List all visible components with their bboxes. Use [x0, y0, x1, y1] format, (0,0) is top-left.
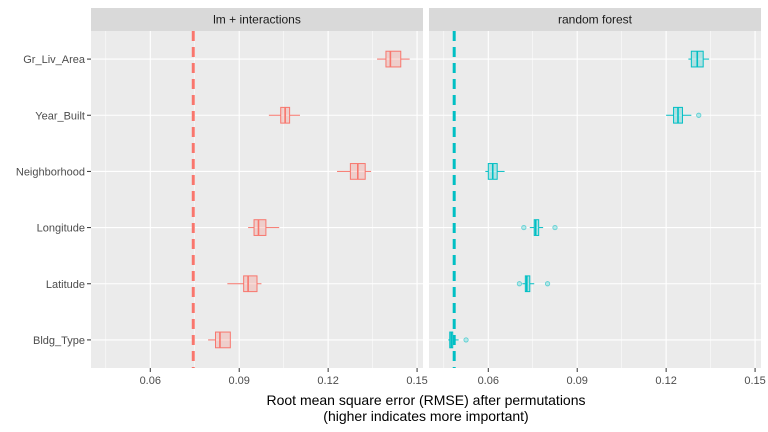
- outlier-point: [516, 281, 523, 287]
- y-axis-labels: Gr_Liv_Area Year_Built Neighborhood Longitu…: [16, 54, 91, 347]
- y-tick-label: Gr_Liv_Area: [23, 54, 86, 66]
- x-tick-label: 0.12: [317, 375, 338, 387]
- iqr-box: [215, 331, 231, 349]
- box-neighborhood: [485, 163, 505, 180]
- iqr-box: [385, 50, 402, 68]
- box-gr-liv-area: [377, 50, 410, 68]
- box-latitude: [516, 275, 551, 293]
- x-tick-label: 0.06: [140, 375, 161, 387]
- iqr-box: [243, 275, 258, 293]
- x-axis-title: Root mean square error (RMSE) after perm…: [266, 392, 585, 408]
- y-tick-label: Longitude: [37, 223, 85, 235]
- box-latitude: [227, 275, 262, 293]
- y-tick-label: Bldg_Type: [33, 335, 85, 347]
- iqr-box: [253, 219, 267, 236]
- panel-background: [91, 31, 423, 368]
- x-tick-label: 0.09: [567, 375, 588, 387]
- x-tick-label: 0.09: [229, 375, 250, 387]
- panel-background: [429, 31, 761, 368]
- facet-strip: [91, 8, 423, 31]
- box-longitude: [248, 219, 280, 236]
- x-tick-label: 0.15: [406, 375, 427, 387]
- x-tick-label: 0.12: [655, 375, 676, 387]
- x-tick-label: 0.15: [744, 375, 765, 387]
- x-axis-subtitle: (higher indicates more important): [323, 408, 528, 424]
- y-tick-label: Neighborhood: [16, 166, 85, 178]
- y-tick-label: Latitude: [46, 279, 85, 291]
- outlier-point: [552, 224, 558, 231]
- outlier-point: [521, 224, 527, 231]
- y-tick-label: Year_Built: [35, 110, 85, 122]
- panel-random-forest: random forest 0.06 0.09 0.12 0.15: [429, 8, 766, 387]
- x-tick-label: 0.06: [478, 375, 499, 387]
- facet-strip: [429, 8, 761, 31]
- outlier-point: [463, 337, 469, 343]
- box-year-built: [268, 106, 300, 124]
- box-neighborhood: [337, 163, 372, 180]
- facet-strip-label: random forest: [558, 13, 633, 27]
- box-bldg-type: [208, 331, 231, 349]
- facet-strip-label: lm + interactions: [213, 13, 301, 27]
- panel-lm-interactions: lm + interactions 0.06 0.09 0.12 0.15: [91, 8, 428, 387]
- outlier-point: [696, 112, 702, 118]
- box-gr-liv-area: [688, 50, 710, 68]
- outlier-point: [544, 281, 551, 287]
- box-year-built: [666, 106, 702, 124]
- box-longitude: [521, 219, 558, 236]
